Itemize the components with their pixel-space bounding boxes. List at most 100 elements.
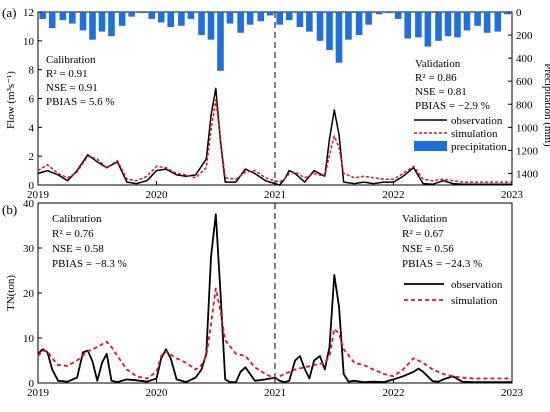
- y-tick-label: 0: [29, 378, 35, 390]
- validation-r2: R² = 0.67: [402, 228, 444, 240]
- precipitation-bar: [296, 12, 304, 27]
- precipitation-bar: [148, 12, 156, 19]
- panel-b-calibration-stats: Calibration R² = 0.76 NSE = 0.58 PBIAS =…: [52, 213, 127, 270]
- observation-line: [37, 213, 512, 384]
- validation-nse: NSE = 0.56: [402, 243, 454, 255]
- y-right-tick-label: 400: [516, 53, 533, 65]
- panel-b-left-axis: 0 10 20 30 40: [23, 198, 42, 390]
- precipitation-bar: [365, 12, 372, 25]
- x-tick-label: 2019: [27, 387, 50, 399]
- precipitation-bar: [503, 12, 511, 15]
- calibration-nse: NSE = 0.58: [52, 243, 104, 255]
- panel-a-label: (a): [2, 5, 16, 20]
- precipitation-bar: [474, 12, 481, 26]
- precipitation-bar: [237, 12, 244, 33]
- y-tick-label: 0: [29, 180, 35, 192]
- simulation-line: [37, 99, 512, 183]
- legend-observation-label: observation: [451, 115, 503, 127]
- precipitation-bar: [98, 12, 106, 32]
- precipitation-bar: [316, 12, 324, 41]
- simulation-line: [37, 287, 512, 380]
- precipitation-bar: [69, 12, 76, 24]
- x-tick-label: 2023: [501, 189, 524, 201]
- panel-a-ylabel-right: Precipitation (mm): [542, 63, 550, 147]
- y-right-tick-label: 1200: [516, 145, 539, 157]
- precipitation-bar: [48, 12, 56, 29]
- x-tick-label: 2023: [501, 387, 524, 399]
- y-tick-label: 4: [29, 122, 35, 134]
- legend-precipitation-swatch: [414, 141, 447, 151]
- validation-title: Validation: [402, 213, 448, 225]
- panel-b-x-axis: 2019 2020 2021 2022 2023: [27, 379, 524, 399]
- precipitation-bar: [187, 12, 195, 19]
- x-tick-label: 2022: [383, 387, 405, 399]
- y-tick-label: 2: [29, 151, 35, 163]
- y-tick-label: 8: [29, 65, 35, 77]
- panel-b-tn: 0 10 20 30 40 2019 2020 2021 2022 2023 (b) TN(to…: [2, 198, 524, 399]
- calibration-r2: R² = 0.91: [46, 68, 88, 80]
- precipitation-bar: [415, 12, 422, 38]
- panel-a-flow: 0 2 4 6 8 10 12 0 200 400 600 800 1000 1200 1400 2019…: [2, 5, 550, 201]
- calibration-title: Calibration: [52, 213, 102, 225]
- precipitation-bar: [128, 12, 135, 17]
- panel-a-x-axis: 2019 2020 2021 2022 2023: [27, 181, 524, 201]
- precipitation-bar: [494, 12, 502, 32]
- legend-simulation-label: simulation: [451, 128, 498, 140]
- precipitation-bar: [217, 12, 224, 71]
- y-tick-label: 6: [29, 94, 35, 106]
- precipitation-bar: [59, 12, 67, 21]
- y-tick-label: 40: [23, 198, 35, 210]
- y-right-tick-label: 800: [516, 99, 533, 111]
- validation-pbias: PBIAS = −2.9 %: [415, 100, 490, 112]
- precipitation-bar: [266, 12, 274, 16]
- precipitation-bar: [285, 12, 293, 21]
- precipitation-bar: [326, 12, 333, 51]
- y-tick-label: 30: [23, 243, 35, 255]
- panel-b-validation-stats: Validation R² = 0.67 NSE = 0.56 PBIAS = …: [402, 213, 482, 270]
- validation-r2: R² = 0.86: [415, 72, 457, 84]
- precipitation-bar: [79, 12, 87, 31]
- x-tick-label: 2022: [383, 189, 405, 201]
- calibration-title: Calibration: [46, 54, 96, 66]
- precipitation-bar: [345, 12, 352, 40]
- x-tick-label: 2020: [146, 189, 169, 201]
- panel-a-right-axis: 0 200 400 600 800 1000 1200 1400: [508, 7, 539, 180]
- x-tick-label: 2021: [264, 189, 286, 201]
- panel-b-lines: [37, 213, 512, 384]
- y-tick-label: 10: [23, 333, 35, 345]
- precipitation-bar: [444, 12, 452, 37]
- y-right-tick-label: 200: [516, 30, 533, 42]
- validation-nse: NSE = 0.81: [415, 86, 467, 98]
- precipitation-bar: [394, 12, 402, 19]
- y-tick-label: 10: [23, 36, 35, 48]
- precipitation-bar: [89, 12, 96, 40]
- precipitation-bar: [138, 12, 146, 14]
- legend-observation-label: observation: [451, 279, 503, 291]
- precipitation-bar: [157, 12, 165, 23]
- precipitation-bar: [118, 12, 126, 26]
- panel-a-calibration-stats: Calibration R² = 0.91 NSE = 0.91 PBIAS =…: [46, 54, 115, 108]
- y-tick-label: 20: [23, 288, 35, 300]
- precipitation-bar: [424, 12, 432, 47]
- panel-a-legend: observation simulation precipitation: [414, 115, 507, 153]
- legend-precipitation-label: precipitation: [451, 141, 507, 153]
- precipitation-bar: [435, 12, 442, 41]
- precipitation-bar: [198, 12, 205, 36]
- x-tick-label: 2020: [146, 387, 169, 399]
- legend-simulation-label: simulation: [451, 295, 498, 307]
- precipitation-bar: [355, 12, 363, 36]
- precipitation-bar: [246, 12, 254, 25]
- precipitation-bar: [454, 12, 461, 38]
- panel-b-ylabel: TN(ton): [5, 275, 17, 311]
- precipitation-bar: [463, 12, 471, 31]
- calibration-r2: R² = 0.76: [52, 228, 94, 240]
- panel-a-left-axis: 0 2 4 6 8 10 12: [23, 7, 42, 192]
- precipitation-bar: [385, 12, 393, 14]
- panel-a-ylabel: Flow (m³s⁻¹): [5, 71, 17, 129]
- precipitation-bar: [306, 12, 313, 32]
- precipitation-bar: [226, 12, 234, 24]
- precipitation-bar: [276, 12, 284, 25]
- panel-b-legend: observation simulation: [404, 279, 503, 307]
- precipitation-bar: [375, 12, 383, 15]
